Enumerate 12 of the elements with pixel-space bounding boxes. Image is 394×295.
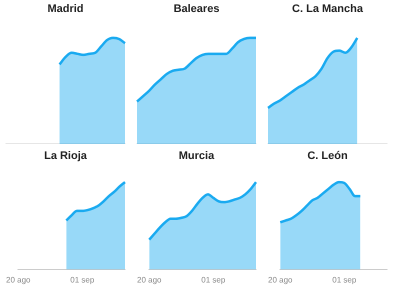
chart-title: C. La Mancha [291, 2, 364, 17]
x-tick-label: 20 ago [137, 275, 162, 284]
x-tick-label: 20 ago [268, 275, 294, 284]
x-tick-label: 01 sep [332, 275, 357, 284]
chart-title: Murcia [178, 149, 216, 164]
chart-title: Baleares [172, 2, 220, 17]
chart-title: La Rioja [43, 149, 88, 164]
chart-title: Madrid [46, 2, 85, 17]
x-tick-label: 20 ago [6, 275, 32, 284]
x-tick-label: 01 sep [70, 275, 95, 284]
x-tick-label: 01 sep [201, 275, 226, 284]
chart-title: C. León [306, 149, 349, 164]
